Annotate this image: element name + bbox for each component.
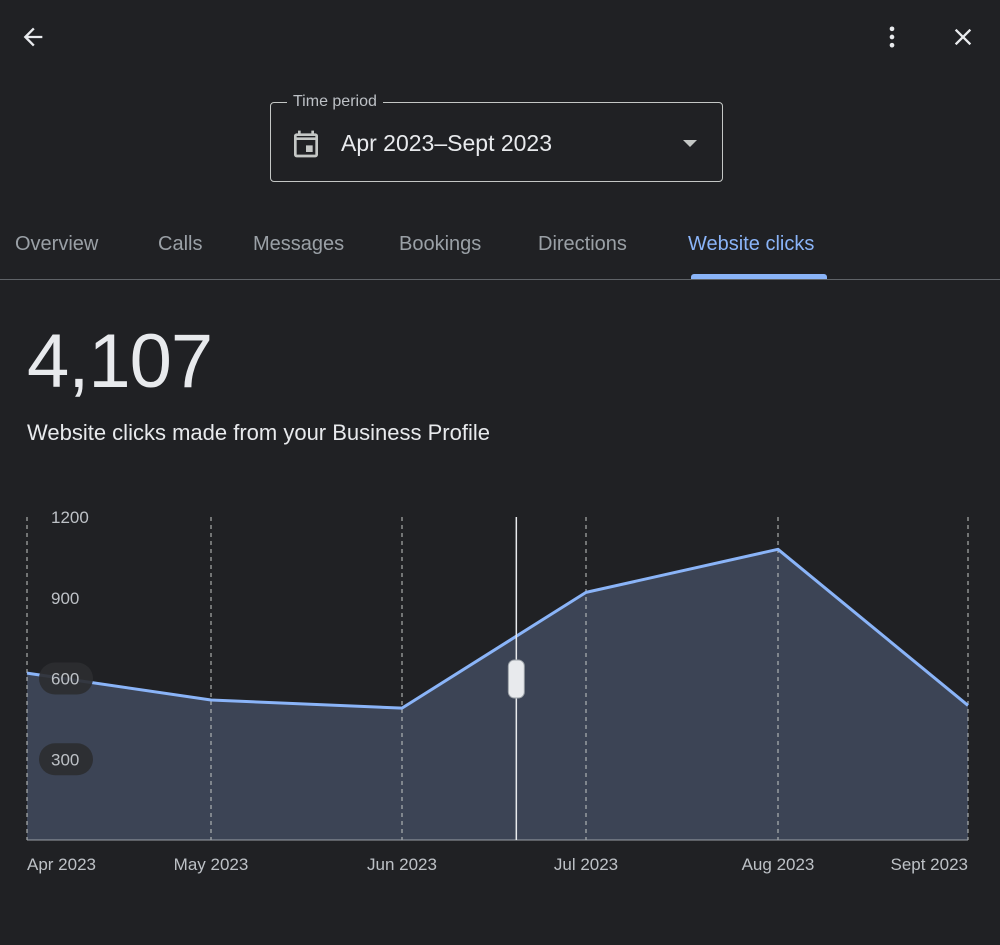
total-website-clicks: 4,107 — [27, 319, 213, 404]
x-tick-label-aug-2023: Aug 2023 — [742, 855, 815, 874]
x-tick-label-jun-2023: Jun 2023 — [367, 855, 437, 874]
website-clicks-chart[interactable]: 1200 900 600 300 Apr 2023 May 2023 Jun 2023 Jul… — [0, 500, 1000, 900]
metrics-tab-bar: Overview Calls Messages Bookings Directi… — [0, 212, 1000, 280]
tab-directions[interactable]: Directions — [538, 233, 627, 255]
y-tick-label-600: 600 — [51, 670, 79, 689]
top-app-bar — [0, 0, 1000, 76]
tab-bookings[interactable]: Bookings — [399, 233, 482, 255]
y-tick-pill-300 — [39, 743, 93, 776]
y-tick-label-900: 900 — [51, 589, 79, 608]
dropdown-arrow-icon — [683, 140, 697, 147]
more-options-button[interactable] — [868, 13, 916, 61]
y-tick-label-1200: 1200 — [51, 508, 89, 527]
x-tick-label-jul-2023: Jul 2023 — [554, 855, 618, 874]
tab-messages[interactable]: Messages — [253, 233, 345, 255]
time-period-value: Apr 2023–Sept 2023 — [341, 130, 553, 156]
x-tick-label-may-2023: May 2023 — [174, 855, 249, 874]
tab-calls[interactable]: Calls — [158, 233, 203, 255]
chart-area — [27, 549, 968, 840]
scrubber-handle[interactable] — [507, 659, 525, 699]
calendar-icon — [294, 130, 318, 158]
metric-description: Website clicks made from your Business P… — [27, 420, 490, 445]
x-tick-label-sept-2023: Sept 2023 — [890, 855, 968, 874]
back-button[interactable] — [9, 13, 57, 61]
active-tab-indicator — [691, 274, 827, 279]
time-period-select[interactable]: Time period Apr 2023–Sept 2023 — [270, 92, 723, 182]
arrow-left-icon — [23, 27, 43, 47]
more-vert-icon — [889, 26, 895, 48]
tab-website-clicks[interactable]: Website clicks — [688, 233, 815, 255]
close-button[interactable] — [939, 13, 987, 61]
x-tick-label-apr-2023: Apr 2023 — [27, 855, 96, 874]
y-tick-label-300: 300 — [51, 750, 79, 769]
series-line — [26, 547, 969, 710]
y-tick-pill-600 — [39, 662, 93, 695]
tab-overview[interactable]: Overview — [15, 233, 99, 255]
close-icon — [954, 28, 972, 46]
time-period-label: Time period — [287, 92, 383, 112]
